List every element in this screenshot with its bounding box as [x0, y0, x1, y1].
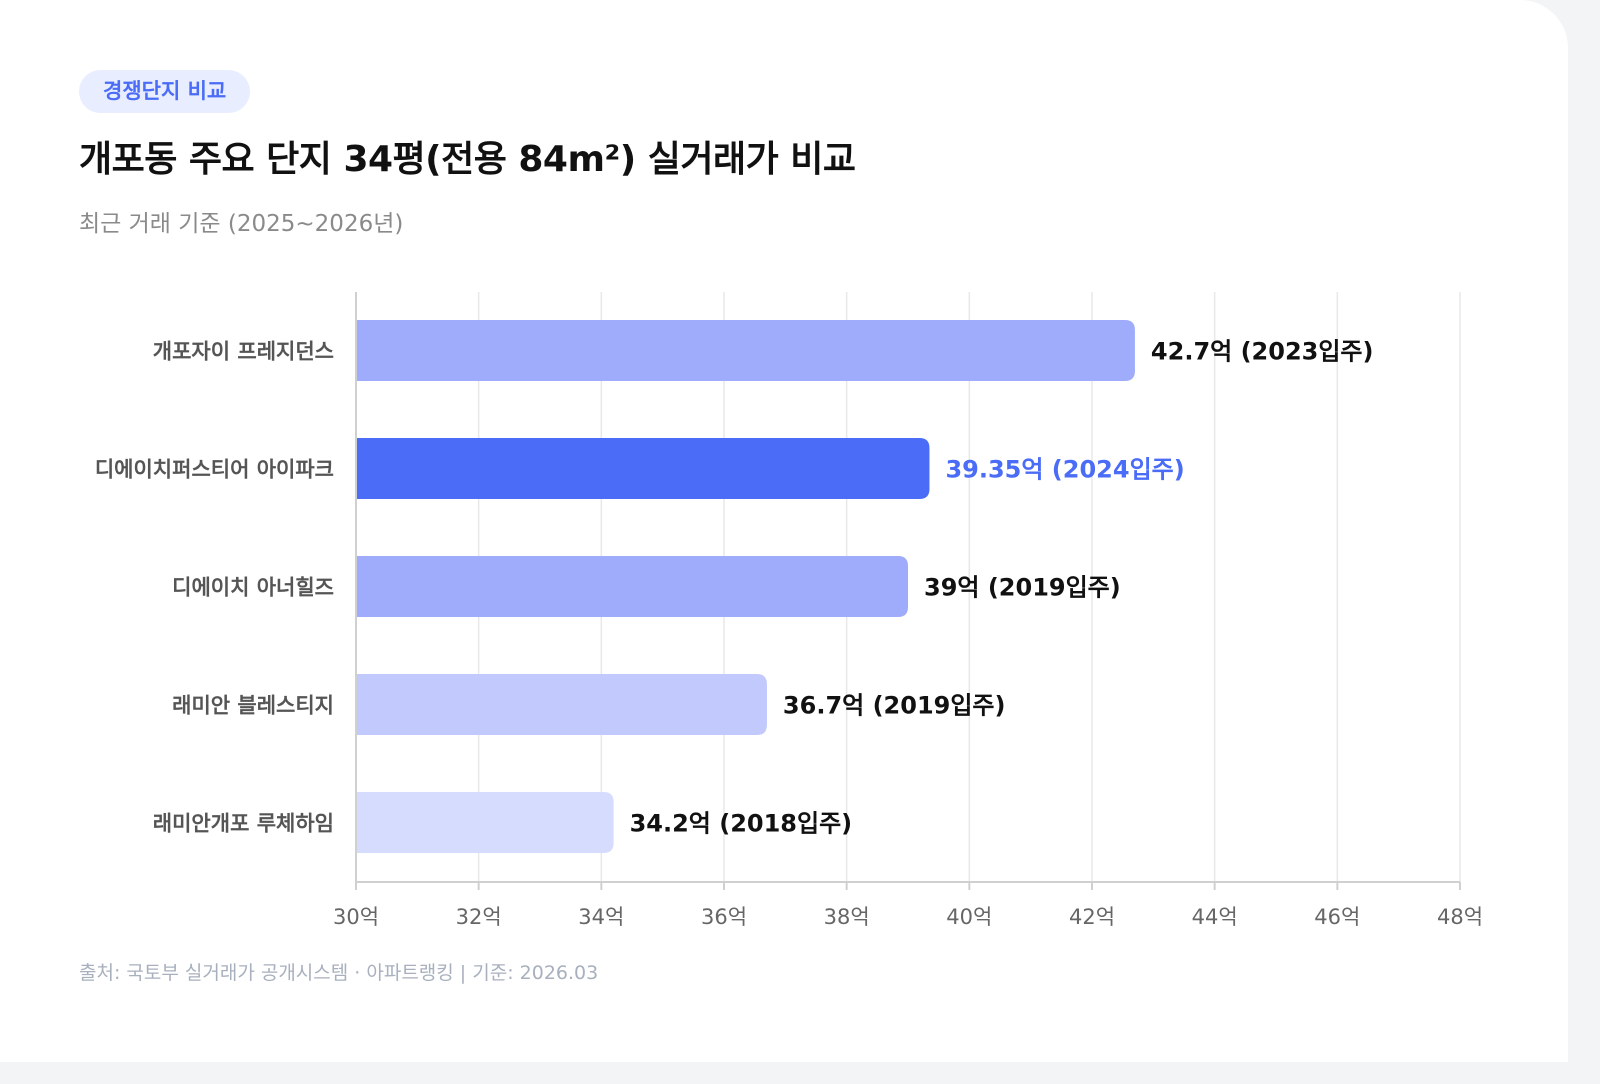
- x-tick-label: 44억: [1192, 905, 1238, 929]
- x-tick-label: 30억: [333, 905, 379, 929]
- value-label: 39억 (2019입주): [924, 574, 1121, 602]
- bar: [356, 792, 614, 853]
- labels: 개포자이 프레지던스 42.7억 (2023입주) 디에이치퍼스티어 아이파크 39.…: [95, 338, 1374, 838]
- category-label: 래미안개포 루체하임: [153, 812, 334, 836]
- category-label: 디에이치퍼스티어 아이파크: [95, 458, 334, 482]
- axes: 30억 32억 34억 36억 38억 40억 42억 44억 46억 48억: [333, 292, 1483, 929]
- bar: [356, 320, 1135, 381]
- x-tick-label: 40억: [946, 905, 992, 929]
- bar-chart: 개포자이 프레지던스 42.7억 (2023입주) 디에이치퍼스티어 아이파크 39.…: [95, 292, 1483, 929]
- value-label: 34.2억 (2018입주): [630, 810, 853, 838]
- chart-title: 개포동 주요 단지 34평(전용 84m²) 실거래가 비교: [79, 139, 856, 180]
- grid-lines: [477, 292, 1461, 882]
- category-label: 개포자이 프레지던스: [153, 340, 334, 364]
- bar: [356, 556, 908, 617]
- x-tick-label: 42억: [1069, 905, 1115, 929]
- x-tick-label: 34억: [578, 905, 624, 929]
- source-note: 출처: 국토부 실거래가 공개시스템 · 아파트랭킹 | 기준: 2026.03: [79, 962, 599, 984]
- bar: [356, 438, 930, 499]
- bars: [356, 320, 1135, 853]
- x-tick-label: 36억: [701, 905, 747, 929]
- x-tick-label: 32억: [456, 905, 502, 929]
- value-label: 36.7억 (2019입주): [783, 692, 1006, 720]
- category-label: 래미안 블레스티지: [172, 694, 334, 718]
- value-label: 39.35억 (2024입주): [945, 456, 1184, 484]
- x-tick-label: 38억: [824, 905, 870, 929]
- category-label: 디에이치 아너힐즈: [172, 576, 334, 600]
- chart-card: 경쟁단지 비교 개포동 주요 단지 34평(전용 84m²) 실거래가 비교 최…: [0, 0, 1568, 1062]
- x-tick-label: 46억: [1314, 905, 1360, 929]
- category-badge: 경쟁단지 비교: [79, 70, 251, 113]
- value-label: 42.7억 (2023입주): [1151, 338, 1374, 366]
- bar: [356, 674, 767, 735]
- x-tick-label: 48억: [1437, 905, 1483, 929]
- chart-subtitle: 최근 거래 기준 (2025~2026년): [79, 211, 404, 237]
